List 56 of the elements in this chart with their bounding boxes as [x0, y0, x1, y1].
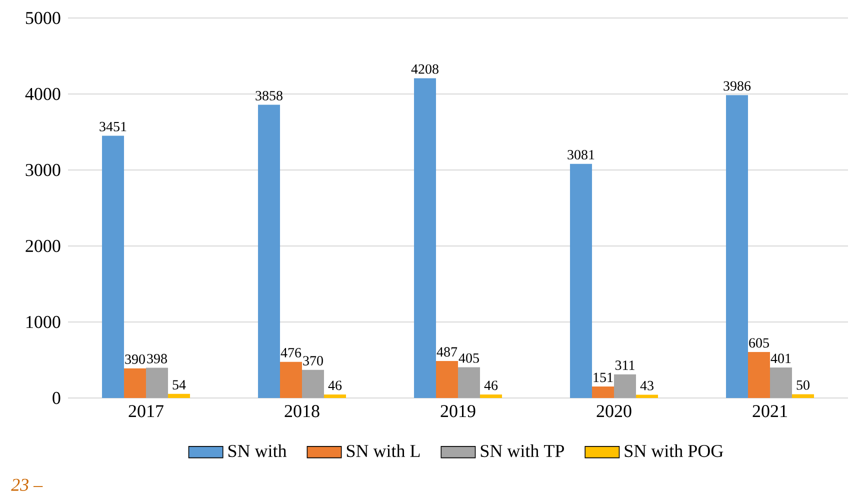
y-tick-label: 2000	[26, 240, 60, 252]
legend-label: SN with TP	[480, 444, 564, 458]
bar	[792, 394, 814, 398]
bar	[258, 104, 280, 398]
bar	[146, 368, 168, 398]
data-label: 151	[594, 372, 613, 382]
y-tick-label: 5000	[26, 12, 60, 24]
x-tick-label: 2020	[596, 405, 632, 418]
y-tick-label: 3000	[26, 164, 60, 176]
data-label: 605	[749, 338, 769, 348]
data-label: 46	[328, 380, 342, 390]
x-tick-label: 2019	[440, 405, 476, 418]
data-label: 43	[640, 380, 654, 390]
x-tick-label: 2018	[284, 405, 320, 418]
data-label: 3081	[568, 150, 594, 160]
data-label: 311	[615, 360, 634, 370]
bar	[124, 368, 146, 398]
data-label: 370	[303, 356, 323, 366]
bar	[614, 374, 636, 398]
bar	[458, 367, 480, 398]
data-label: 476	[280, 348, 302, 358]
data-label: 46	[484, 380, 498, 390]
bar	[324, 394, 346, 398]
text: 23 –	[11, 478, 43, 491]
bar	[436, 360, 458, 398]
data-label: 398	[147, 354, 167, 364]
y-tick-label: 0	[52, 392, 60, 404]
legend-label: SN with POG	[624, 444, 724, 458]
bar	[168, 394, 190, 398]
bar	[480, 394, 502, 398]
bar	[770, 368, 792, 398]
bar	[102, 136, 124, 398]
data-label: 54	[172, 380, 186, 390]
legend-label: SN with L	[346, 444, 420, 458]
bar	[636, 394, 658, 398]
data-label: 3451	[100, 122, 126, 132]
bar	[414, 78, 436, 398]
y-tick-label: 1000	[26, 316, 60, 328]
data-label: 401	[770, 354, 791, 364]
data-label: 405	[458, 353, 479, 363]
data-label: 487	[436, 347, 458, 357]
y-tick-label: 4000	[25, 88, 60, 100]
data-label: 3986	[724, 81, 751, 91]
data-label: 4208	[411, 64, 438, 74]
bar	[570, 164, 592, 398]
x-tick-label: 2021	[752, 405, 787, 418]
data-label: 390	[125, 354, 145, 364]
bar	[302, 370, 324, 398]
data-label: 50	[796, 380, 810, 390]
legend-label: SN with	[228, 444, 287, 458]
data-label: 3858	[256, 90, 282, 100]
bar	[592, 386, 614, 398]
bar	[280, 362, 302, 398]
bar	[726, 95, 748, 398]
bar	[748, 352, 770, 398]
x-tick-label: 2017	[128, 405, 164, 418]
